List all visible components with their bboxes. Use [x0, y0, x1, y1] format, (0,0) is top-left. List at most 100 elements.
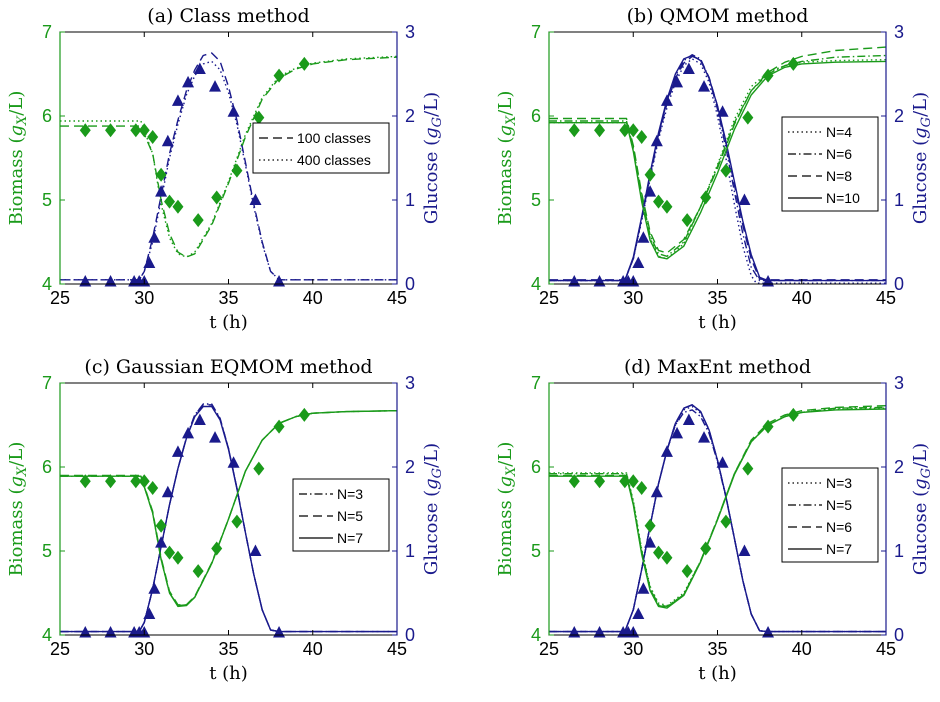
legend-box [292, 478, 390, 552]
chart-title: (c) Gaussian EQMOM method [84, 356, 372, 378]
y-right-tick-label: 0 [894, 625, 904, 645]
legend: N=3 N=5 N=6 N=7 [781, 467, 879, 563]
biomass-data-point [661, 550, 673, 565]
legend: N=4 N=6 N=8 N=10 [781, 116, 879, 212]
biomass-data-point [700, 190, 712, 205]
biomass-data-point [273, 68, 285, 83]
legend: 100 classes 400 classes [252, 122, 390, 174]
biomass-data-point [762, 68, 774, 83]
glucose-data-point [143, 607, 156, 619]
x-tick-label: 40 [303, 639, 323, 659]
y-left-axis-label: Biomass (gX/L) [6, 442, 30, 577]
glucose-line-0 [60, 52, 397, 281]
glucose-data-point [227, 456, 240, 468]
legend-label: 400 classes [297, 152, 371, 168]
glucose-data-point [193, 62, 206, 74]
biomass-data-point [105, 123, 117, 138]
glucose-data-point [660, 445, 673, 457]
biomass-data-point [130, 123, 142, 138]
glucose-data-point [182, 75, 195, 88]
biomass-data-point [627, 123, 639, 138]
glucose-data-point [644, 185, 657, 197]
glucose-data-point [637, 231, 650, 243]
y-right-tick-label: 2 [894, 106, 904, 126]
biomass-data-point [79, 474, 91, 489]
biomass-data-point [636, 481, 648, 495]
biomass-data-point [720, 163, 732, 178]
biomass-data-point [594, 474, 606, 489]
legend-label: N=10 [826, 190, 860, 206]
biomass-data-point [164, 545, 176, 560]
biomass-data-point [192, 564, 204, 579]
glucose-data-point [143, 256, 156, 268]
y-left-tick-label: 6 [42, 457, 52, 477]
y-right-axis-label: Glucose (gG/L) [910, 443, 934, 575]
legend-label: N=7 [337, 530, 363, 546]
chart-title: (a) Class method [147, 5, 309, 27]
y-left-tick-label: 4 [531, 625, 541, 645]
y-left-axis-label: Biomass (gX/L) [6, 91, 30, 226]
y-left-tick-label: 4 [42, 625, 52, 645]
biomass-data-point [192, 213, 204, 228]
biomass-data-point [147, 130, 159, 144]
biomass-data-point [653, 545, 665, 560]
y-left-axis-label: Biomass (gX/L) [495, 442, 519, 577]
glucose-data-point [644, 536, 657, 548]
legend-label: N=8 [826, 168, 852, 184]
glucose-data-point [79, 274, 92, 287]
y-right-tick-label: 3 [894, 373, 904, 393]
biomass-data-point [627, 474, 639, 489]
legend-label: N=3 [826, 475, 852, 491]
x-tick-label: 45 [876, 639, 896, 659]
legend-label: N=6 [826, 519, 852, 535]
glucose-data-point [249, 544, 262, 556]
legend-label: N=5 [337, 508, 363, 524]
glucose-data-point [671, 426, 684, 439]
glucose-data-point [273, 274, 286, 287]
legend-box [252, 122, 390, 174]
glucose-data-point [650, 134, 663, 147]
biomass-data-point [105, 474, 117, 489]
y-right-tick-label: 0 [405, 625, 415, 645]
x-tick-label: 30 [134, 288, 154, 308]
y-right-axis-label: Glucose (gG/L) [421, 92, 445, 224]
biomass-data-point [742, 110, 754, 125]
biomass-data-point [253, 110, 265, 125]
y-left-tick-label: 7 [531, 373, 541, 393]
x-tick-label: 45 [387, 288, 407, 308]
glucose-data-point [637, 582, 650, 594]
chart-title: (b) QMOM method [627, 5, 809, 27]
biomass-data-point [742, 461, 754, 476]
y-left-tick-label: 4 [42, 274, 52, 294]
biomass-data-point [172, 199, 184, 214]
biomass-data-point [155, 167, 167, 182]
glucose-data-point [182, 426, 195, 439]
glucose-data-point [738, 193, 751, 205]
y-left-tick-label: 5 [42, 190, 52, 210]
y-right-tick-label: 2 [894, 457, 904, 477]
biomass-data-point [787, 407, 799, 422]
glucose-data-point [698, 431, 711, 443]
biomass-data-point [594, 123, 606, 138]
y-left-tick-label: 4 [531, 274, 541, 294]
biomass-data-point [273, 419, 285, 434]
x-axis-label: t (h) [698, 663, 737, 684]
biomass-data-point [211, 541, 223, 556]
biomass-data-point [298, 56, 310, 71]
legend-label: 100 classes [297, 130, 371, 146]
glucose-data-point [698, 80, 711, 92]
biomass-data-point [231, 514, 243, 529]
biomass-data-point [619, 123, 631, 138]
legend-box [781, 116, 879, 212]
y-right-tick-label: 0 [894, 274, 904, 294]
glucose-data-point [104, 274, 117, 287]
biomass-data-point [172, 550, 184, 565]
glucose-data-point [682, 62, 695, 74]
y-left-tick-label: 6 [531, 106, 541, 126]
y-right-tick-label: 3 [894, 22, 904, 42]
biomass-data-point [762, 419, 774, 434]
glucose-line-1 [549, 54, 886, 282]
biomass-data-point [568, 474, 580, 489]
